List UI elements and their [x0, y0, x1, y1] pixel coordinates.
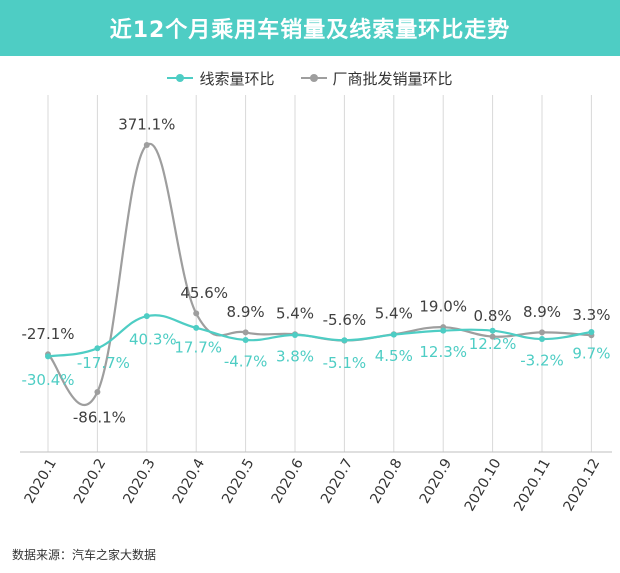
data-point: [440, 327, 447, 334]
data-labels-wholesale: -27.1%-86.1%371.1%45.6%8.9% 5.4% -5.6% 5.4%…: [21, 116, 610, 427]
x-tick-label: 2020.3: [120, 456, 158, 506]
data-label: -86.1%: [73, 409, 126, 427]
data-point: [242, 329, 249, 336]
data-label: 17.7%: [174, 338, 222, 356]
x-tick-label: 2020.8: [367, 456, 405, 506]
data-label: 12.2%: [469, 335, 517, 353]
x-tick-label: 2020.7: [318, 456, 356, 506]
data-source-note: 数据来源：汽车之家大数据: [12, 548, 157, 562]
series-leads: [45, 313, 595, 360]
data-point: [292, 332, 298, 339]
data-point: [193, 310, 200, 317]
legend-item-leads: 线索量环比: [167, 68, 275, 89]
x-tick-label: 2020.4: [170, 456, 208, 507]
data-label: 3.3%: [572, 306, 610, 324]
x-tick-label: 2020.9: [417, 456, 455, 506]
x-tick-label: 2020.2: [71, 456, 109, 506]
data-label: 5.4%: [276, 305, 314, 323]
data-point: [45, 353, 51, 360]
data-point: [143, 142, 150, 148]
legend-swatch-leads: [167, 72, 194, 84]
legend: 线索量环比 厂商批发销量环比: [0, 66, 620, 90]
legend-item-wholesale: 厂商批发销量环比: [300, 68, 453, 89]
chart-title: 近12个月乘用车销量及线索量环比走势: [109, 18, 511, 43]
x-tick-label: 2020.5: [219, 456, 257, 506]
legend-label-wholesale: 厂商批发销量环比: [332, 69, 453, 88]
data-label: 4.5%: [375, 347, 413, 365]
data-point: [143, 313, 150, 320]
data-point: [242, 337, 249, 344]
data-point: [489, 327, 496, 334]
data-labels-leads: -30.4%-17.7% 40.3%17.7%-4.7% 3.8% -5.1% 4.5%…: [21, 331, 610, 389]
x-tick-label: 2020.11: [511, 456, 554, 514]
x-tick-labels: 2020.1 2020.2 2020.3 2020.4 2020.5 2020.6 2020…: [22, 456, 604, 514]
data-point: [489, 333, 496, 340]
data-label: -30.4%: [21, 371, 74, 389]
data-label: -27.1%: [21, 325, 74, 343]
data-label: -4.7%: [224, 353, 268, 371]
data-label: 19.0%: [419, 298, 467, 316]
data-point: [539, 336, 545, 343]
series-line: [47, 142, 592, 406]
data-point: [193, 324, 200, 331]
data-label: -5.6%: [323, 311, 367, 329]
data-label: 5.4%: [375, 305, 413, 323]
data-label: -3.2%: [520, 352, 564, 370]
x-tick-label: 2020.6: [269, 456, 307, 507]
title-bar: 近12个月乘用车销量及线索量环比走势: [0, 0, 620, 56]
data-label: 8.9%: [523, 303, 561, 321]
data-point: [94, 345, 101, 352]
data-label: -17.7%: [77, 354, 130, 372]
data-point: [539, 329, 545, 336]
data-label: 3.8%: [276, 348, 314, 366]
series-line: [47, 314, 592, 358]
data-label: 40.3%: [129, 331, 177, 349]
legend-swatch-wholesale: [300, 72, 327, 84]
data-label: 8.9%: [227, 303, 265, 321]
data-point: [94, 389, 101, 395]
data-point: [588, 328, 595, 335]
data-label: 45.6%: [180, 284, 228, 302]
data-point: [390, 331, 397, 338]
x-tick-label: 2020.1: [22, 456, 60, 506]
data-label: 9.7%: [572, 344, 610, 362]
data-label: 0.8%: [474, 307, 512, 325]
data-point: [341, 337, 348, 344]
data-label: 12.3%: [419, 343, 467, 361]
legend-label-leads: 线索量环比: [199, 69, 275, 88]
grid-lines: [47, 95, 592, 452]
x-tick-label: 2020.12: [561, 456, 604, 514]
data-label: -5.1%: [323, 354, 367, 372]
data-label: 371.1%: [118, 116, 175, 134]
x-tick-label: 2020.10: [462, 456, 505, 514]
